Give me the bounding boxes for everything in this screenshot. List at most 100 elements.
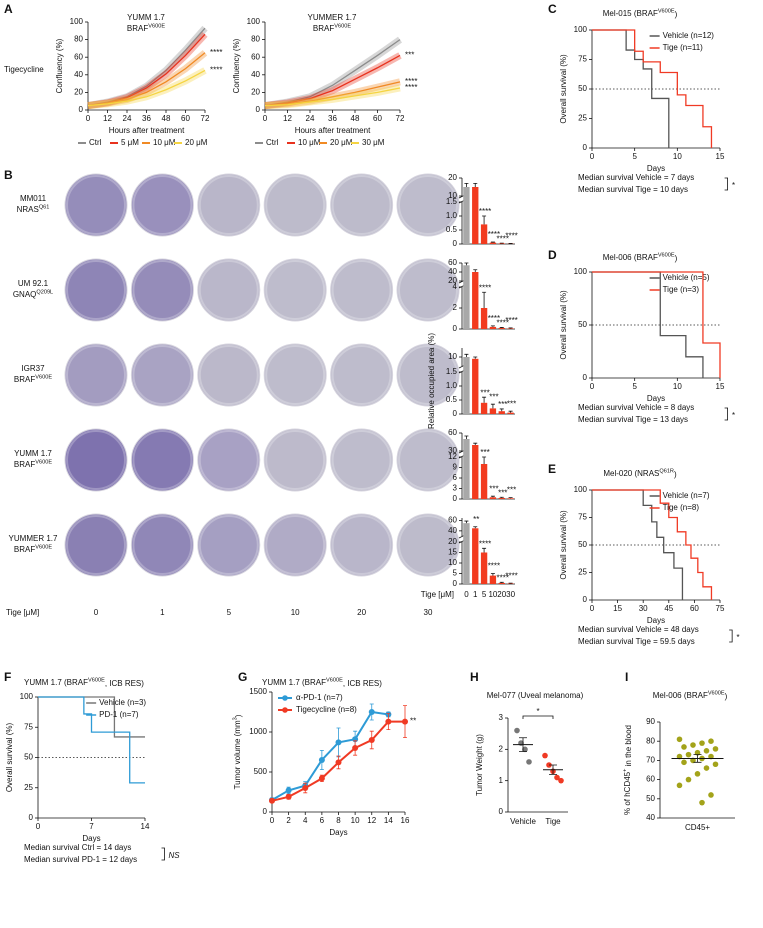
legend-label: Vehicle (n=12) xyxy=(663,31,715,40)
well-rim xyxy=(66,175,126,235)
x-tick-label: 36 xyxy=(142,114,151,123)
error-bar xyxy=(482,396,487,403)
data-point xyxy=(712,761,719,768)
y-tick-label: 0 xyxy=(453,324,458,333)
well-rim xyxy=(265,175,326,235)
well-rim xyxy=(398,260,458,320)
y-tick-label: 1000 xyxy=(249,727,267,736)
chart-subtitle: BRAFV600E xyxy=(313,24,351,33)
well-rim xyxy=(66,345,126,405)
error-bar xyxy=(473,183,478,187)
x-tick-label: 60 xyxy=(690,604,699,613)
significance: *** xyxy=(489,392,498,401)
significance: **** xyxy=(497,319,509,328)
x-tick-label: 75 xyxy=(716,604,725,613)
bar xyxy=(507,412,514,414)
bar xyxy=(480,224,488,244)
series-line xyxy=(264,81,401,107)
chart-title-part: ) xyxy=(674,470,677,479)
y-tick-label: 100 xyxy=(574,267,588,276)
significance: NS xyxy=(169,851,181,860)
error-bar xyxy=(499,496,504,498)
row-label-part: NRAS xyxy=(17,205,39,214)
error-bar xyxy=(490,241,495,243)
well xyxy=(130,343,194,407)
legend-label: 5 μM xyxy=(121,138,139,147)
y-tick-label: 20 xyxy=(448,537,457,546)
row-label-part: V600E xyxy=(35,545,52,551)
significance: **** xyxy=(488,562,500,571)
y-axis-label-part: ) xyxy=(234,714,243,717)
legend-label: 10 μM xyxy=(153,138,176,147)
y-axis-label-part: % of hCD45 xyxy=(623,771,632,815)
significance: * xyxy=(732,181,736,190)
survival-curve xyxy=(592,489,713,600)
well xyxy=(263,258,327,322)
legend-label: 10 μM xyxy=(298,138,321,147)
y-tick-label: 100 xyxy=(574,485,588,494)
y-tick-label: 3 xyxy=(499,713,504,722)
y-tick-label: 40 xyxy=(251,70,260,79)
well xyxy=(330,173,394,237)
x-tick-label: CD45+ xyxy=(685,823,710,832)
y-tick-label: 50 xyxy=(24,753,33,762)
error-bar xyxy=(508,497,513,499)
survival-curve xyxy=(592,271,721,378)
chart-title: Mel-015 (BRAFV600E) xyxy=(603,9,678,19)
x-tick-label: 60 xyxy=(181,114,190,123)
chart-subtitle-part: V600E xyxy=(334,24,351,30)
bar xyxy=(480,402,488,414)
data-point xyxy=(542,752,548,759)
chart-title-part: , ICB RES) xyxy=(105,679,144,688)
x-tick-label: 2 xyxy=(286,816,291,825)
x-tick-label: 30 xyxy=(424,608,433,617)
chart-subtitle-part: BRAF xyxy=(313,24,334,33)
data-point xyxy=(708,738,714,744)
significance: *** xyxy=(507,399,516,408)
row-label: UM 92.1 xyxy=(18,279,49,288)
data-point xyxy=(681,759,687,766)
chart-title-part: Mel-020 (NRAS xyxy=(603,469,659,478)
y-tick-label: 50 xyxy=(578,84,587,93)
significance: **** xyxy=(497,234,509,243)
row-label: BRAFV600E xyxy=(14,460,52,469)
y-tick-label: 0 xyxy=(263,807,268,816)
well xyxy=(396,258,460,322)
significance: * xyxy=(536,707,539,716)
y-tick-label: 0 xyxy=(453,494,458,503)
error-bar xyxy=(464,262,469,266)
bar xyxy=(498,582,505,584)
y-axis-label: Overall survival (%) xyxy=(5,722,14,792)
marker xyxy=(269,797,275,804)
y-tick-label: 75 xyxy=(578,55,587,64)
bar xyxy=(480,308,488,329)
legend-label: Tige (n=8) xyxy=(663,503,700,512)
data-point xyxy=(690,757,696,764)
x-tick-label: 48 xyxy=(162,114,171,123)
significance: **** xyxy=(505,316,517,325)
significance: **** xyxy=(479,539,491,548)
x-tick-label: 16 xyxy=(401,816,410,825)
y-tick-label: 100 xyxy=(574,25,588,34)
legend-swatch xyxy=(282,707,288,713)
y-tick-label: 15 xyxy=(448,548,457,557)
significance: **** xyxy=(488,314,500,323)
bar xyxy=(472,272,479,329)
y-tick-label: 0 xyxy=(29,813,34,822)
data-point xyxy=(699,799,705,806)
x-axis-label: Days xyxy=(647,164,665,173)
y-axis-label-part: + xyxy=(623,769,629,772)
well-rim xyxy=(265,345,326,405)
significance: *** xyxy=(489,484,498,493)
sem-bar xyxy=(549,764,557,775)
error-bar xyxy=(464,520,469,524)
y-tick-label: 50 xyxy=(578,540,587,549)
well xyxy=(396,343,460,407)
bar xyxy=(463,357,470,414)
data-point xyxy=(558,777,564,784)
well-rim xyxy=(331,260,392,320)
bar xyxy=(480,552,488,584)
error-bar xyxy=(499,327,504,328)
row-label: IGR37 xyxy=(21,364,45,373)
x-tick-label: Tige xyxy=(545,817,561,826)
